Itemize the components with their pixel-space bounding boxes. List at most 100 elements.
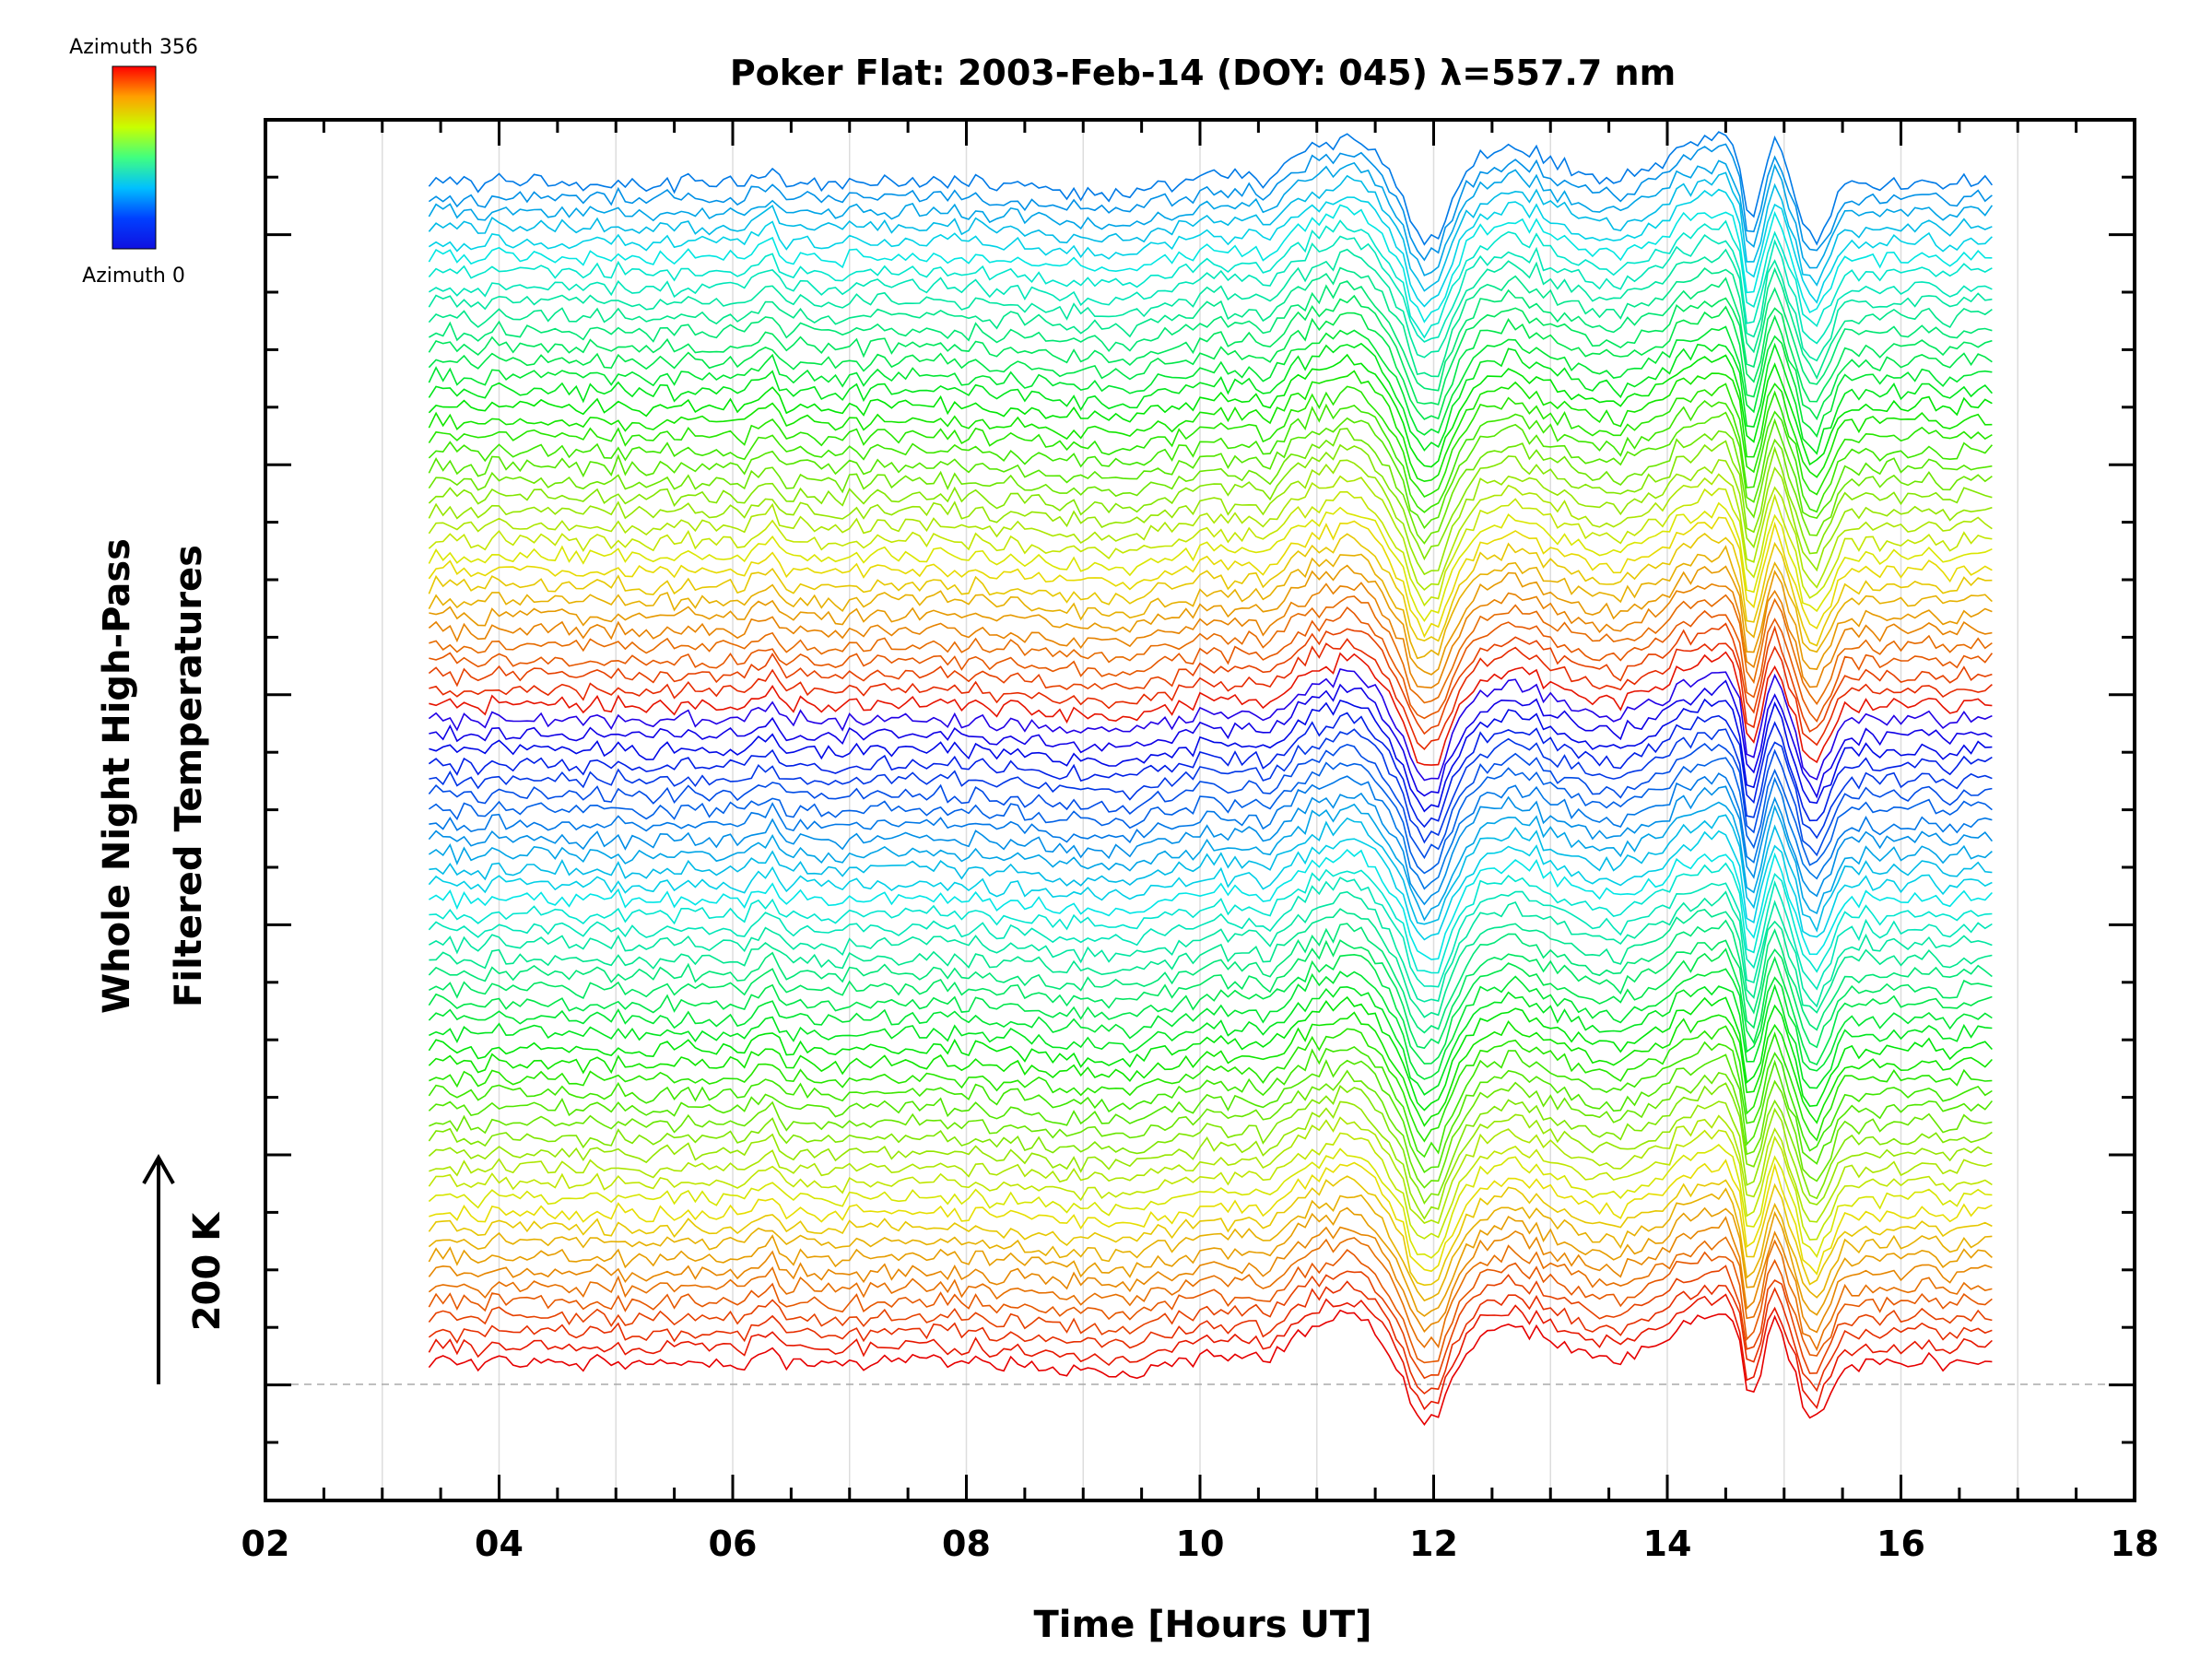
trace-line <box>429 679 1993 799</box>
trace-line <box>429 728 1993 844</box>
trace-line <box>428 276 1993 392</box>
x-tick-labels: 02 04 06 08 10 12 14 16 18 <box>241 1524 2159 1564</box>
trace-line <box>429 983 1993 1096</box>
scale-label: 200 K <box>186 1211 229 1331</box>
trace-line <box>428 516 1993 639</box>
trace-line <box>428 742 1993 860</box>
trace-line <box>428 582 1993 689</box>
trace-line <box>428 294 1993 406</box>
trace-line <box>428 995 1993 1112</box>
trace-line <box>428 305 1993 421</box>
x-tick-label: 04 <box>475 1524 524 1564</box>
trace-line <box>429 890 1993 1008</box>
trace-line <box>428 1309 1993 1426</box>
trace-line <box>428 1129 1993 1241</box>
trace-line <box>428 143 1993 262</box>
trace-line <box>428 1293 1993 1411</box>
x-tick-label: 18 <box>2111 1524 2159 1564</box>
trace-line <box>428 248 1993 362</box>
trace-line <box>428 968 1993 1080</box>
trace-line <box>428 1011 1993 1127</box>
trace-line <box>428 440 1993 561</box>
trace-line <box>428 131 1994 246</box>
trace-line <box>428 188 1993 308</box>
trace-line <box>428 459 1993 576</box>
colorbar <box>112 65 157 250</box>
trace-line <box>428 342 1994 455</box>
trace-line <box>428 545 1993 660</box>
trace-line <box>428 473 1993 591</box>
x-tick-label: 06 <box>709 1524 758 1564</box>
trace-line <box>429 772 1993 890</box>
trace-line <box>428 1280 1993 1395</box>
trace-line <box>428 1143 1993 1259</box>
x-tick-label: 12 <box>1409 1524 1458 1564</box>
trace-line <box>428 785 1994 906</box>
trace-line <box>428 171 1993 292</box>
trace-line <box>428 668 1993 782</box>
trace-line <box>429 908 1993 1018</box>
trace-line <box>428 947 1993 1066</box>
trace-line <box>428 1206 1993 1317</box>
trace-line <box>428 1248 1993 1364</box>
trace-line <box>428 488 1993 607</box>
trace-line <box>428 877 1993 991</box>
trace-line <box>429 1159 1993 1276</box>
trace-line <box>429 638 1993 751</box>
trace-line <box>428 622 1993 735</box>
trace-line <box>428 325 1993 438</box>
y-axis-label-line2: Filtered Temperatures <box>168 545 210 1007</box>
colorbar-legend: Azimuth 356 Azimuth 0 <box>69 36 198 288</box>
trace-line <box>429 939 1993 1050</box>
plot-axes <box>264 118 2136 1502</box>
trace-line <box>429 606 1994 723</box>
trace-line <box>428 219 1993 339</box>
trace-line <box>429 1114 1993 1225</box>
x-tick-label: 10 <box>1176 1524 1225 1564</box>
trace-line <box>428 532 1993 647</box>
colorbar-top-label: Azimuth 356 <box>69 36 198 59</box>
x-tick-label: 16 <box>1877 1524 1925 1564</box>
trace-line <box>429 698 1993 813</box>
trace-line <box>429 814 1993 933</box>
trace-line <box>428 919 1993 1034</box>
trace-line <box>428 370 1993 483</box>
trace-line <box>428 400 1994 513</box>
trace-line <box>429 651 1993 766</box>
y-axis-label-line1: Whole Night High-Pass <box>96 538 138 1014</box>
trace-line <box>428 1053 1994 1173</box>
trace-line <box>428 382 1993 499</box>
trace-line <box>428 353 1993 468</box>
trace-line <box>428 233 1993 345</box>
trace-line <box>428 830 1993 941</box>
x-tick-label: 14 <box>1643 1524 1692 1564</box>
trace-line <box>428 1041 1993 1159</box>
trace-line <box>428 1187 1993 1302</box>
x-tick-label: 08 <box>942 1524 991 1564</box>
trace-line <box>428 1100 1993 1220</box>
trace-line <box>428 1082 1993 1205</box>
trace-line <box>428 411 1993 530</box>
trace-line <box>428 848 1993 960</box>
trace-line <box>428 204 1993 324</box>
chart-title: Poker Flat: 2003-Feb-14 (DOY: 045) λ=557… <box>730 53 1676 93</box>
trace-line <box>428 801 1993 922</box>
data-traces <box>428 131 1994 1426</box>
trace-line <box>429 594 1993 706</box>
trace-line <box>429 862 1993 974</box>
x-tick-label: 02 <box>241 1524 290 1564</box>
trace-line <box>428 1236 1993 1352</box>
trace-line <box>428 1216 1993 1334</box>
trace-line <box>429 1025 1993 1143</box>
trace-line <box>428 757 1993 875</box>
trace-line <box>428 266 1993 381</box>
trace-line <box>429 1069 1993 1189</box>
trace-line <box>428 712 1993 829</box>
trace-line <box>428 428 1993 545</box>
colorbar-bottom-label: Azimuth 0 <box>82 265 185 288</box>
trace-line <box>428 501 1993 623</box>
trace-line <box>428 1265 1993 1380</box>
scale-arrow <box>142 1153 175 1384</box>
